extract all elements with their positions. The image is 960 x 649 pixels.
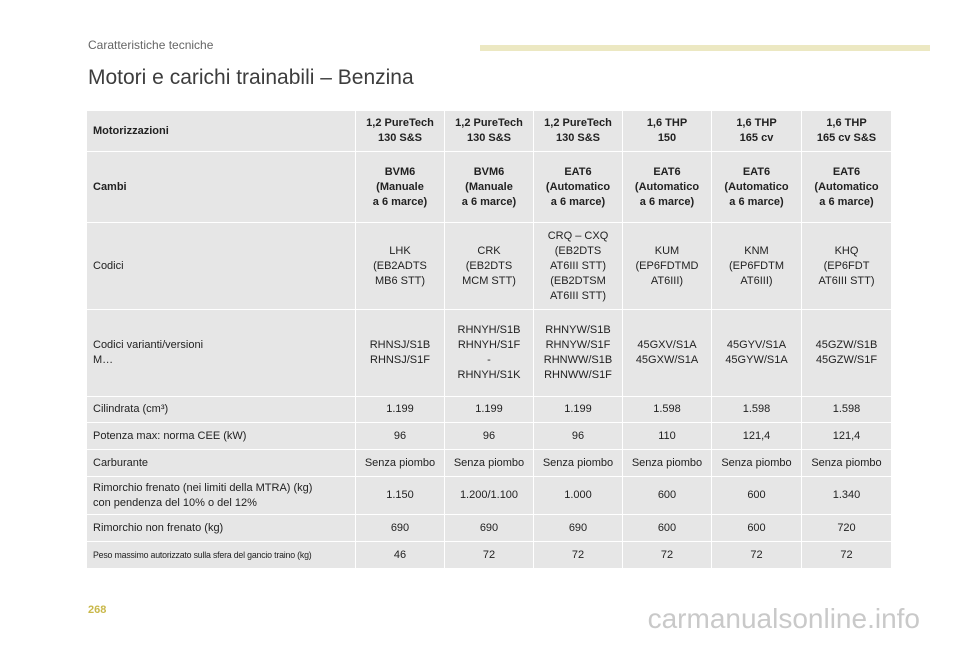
row-codici: Codici LHK (EB2ADTS MB6 STT) CRK (EB2DTS… xyxy=(86,222,892,310)
table-cell: 45GZW/S1B 45GZW/S1F xyxy=(801,309,892,397)
table-cell: RHNYW/S1B RHNYW/S1F RHNWW/S1B RHNWW/S1F xyxy=(533,309,623,397)
row-varianti: Codici varianti/versioni M… RHNSJ/S1B RH… xyxy=(86,309,892,397)
row-rimorchio-non-frenato: Rimorchio non frenato (kg) 690 690 690 6… xyxy=(86,514,892,542)
table-cell: 96 xyxy=(533,422,623,450)
row-peso-sfera: Peso massimo autorizzato sulla sfera del… xyxy=(86,541,892,569)
row-potenza: Potenza max: norma CEE (kW) 96 96 96 110… xyxy=(86,422,892,450)
page-title: Motori e carichi trainabili – Benzina xyxy=(88,66,414,89)
table-cell: 1,2 PureTech 130 S&S xyxy=(444,110,534,152)
table-cell: 600 xyxy=(622,514,712,542)
table-cell: 1,6 THP 150 xyxy=(622,110,712,152)
table-cell: RHNSJ/S1B RHNSJ/S1F xyxy=(355,309,445,397)
row-carburante: Carburante Senza piombo Senza piombo Sen… xyxy=(86,449,892,477)
table-cell: BVM6 (Manuale a 6 marce) xyxy=(444,151,534,223)
table-cell: 690 xyxy=(533,514,623,542)
table-cell: EAT6 (Automatico a 6 marce) xyxy=(711,151,802,223)
row-cambi: Cambi BVM6 (Manuale a 6 marce) BVM6 (Man… xyxy=(86,151,892,223)
table-cell: EAT6 (Automatico a 6 marce) xyxy=(533,151,623,223)
table-cell: KNM (EP6FDTM AT6III) xyxy=(711,222,802,310)
table-cell: 110 xyxy=(622,422,712,450)
table-cell: CRK (EB2DTS MCM STT) xyxy=(444,222,534,310)
table-cell: Senza piombo xyxy=(533,449,623,477)
table-cell: Senza piombo xyxy=(711,449,802,477)
table-cell: 45GYV/S1A 45GYW/S1A xyxy=(711,309,802,397)
table-cell: KHQ (EP6FDT AT6III STT) xyxy=(801,222,892,310)
row-motorizzazioni: Motorizzazioni 1,2 PureTech 130 S&S 1,2 … xyxy=(86,110,892,152)
table-cell: 720 xyxy=(801,514,892,542)
table-cell: 96 xyxy=(444,422,534,450)
row-rimorchio-frenato: Rimorchio frenato (nei limiti della MTRA… xyxy=(86,476,892,515)
table-cell: 1,6 THP 165 cv S&S xyxy=(801,110,892,152)
table-cell: 121,4 xyxy=(801,422,892,450)
table-cell: 72 xyxy=(622,541,712,569)
table-cell: RHNYH/S1B RHNYH/S1F - RHNYH/S1K xyxy=(444,309,534,397)
row-label: Cambi xyxy=(86,151,356,223)
table-cell: Senza piombo xyxy=(801,449,892,477)
row-label: Motorizzazioni xyxy=(86,110,356,152)
table-cell: 1,2 PureTech 130 S&S xyxy=(533,110,623,152)
table-cell: 1,2 PureTech 130 S&S xyxy=(355,110,445,152)
table-cell: 1.598 xyxy=(711,396,802,423)
row-label: Potenza max: norma CEE (kW) xyxy=(86,422,356,450)
table-cell: 45GXV/S1A 45GXW/S1A xyxy=(622,309,712,397)
table-cell: 72 xyxy=(711,541,802,569)
header-rule xyxy=(480,45,930,51)
row-label: Peso massimo autorizzato sulla sfera del… xyxy=(86,541,356,569)
table-cell: Senza piombo xyxy=(355,449,445,477)
page-number: 268 xyxy=(88,604,107,616)
table-cell: 72 xyxy=(533,541,623,569)
row-label: Rimorchio frenato (nei limiti della MTRA… xyxy=(86,476,356,515)
row-label: Codici xyxy=(86,222,356,310)
table-cell: CRQ – CXQ (EB2DTS AT6III STT) (EB2DTSM A… xyxy=(533,222,623,310)
table-cell: 600 xyxy=(711,476,802,515)
table-cell: 121,4 xyxy=(711,422,802,450)
table-cell: 72 xyxy=(801,541,892,569)
table-cell: 1.598 xyxy=(622,396,712,423)
row-cilindrata: Cilindrata (cm³) 1.199 1.199 1.199 1.598… xyxy=(86,396,892,423)
table-cell: 600 xyxy=(622,476,712,515)
row-label: Carburante xyxy=(86,449,356,477)
table-cell: 1.150 xyxy=(355,476,445,515)
table-cell: Senza piombo xyxy=(444,449,534,477)
table-cell: BVM6 (Manuale a 6 marce) xyxy=(355,151,445,223)
table-cell: 690 xyxy=(444,514,534,542)
table-cell: 1.340 xyxy=(801,476,892,515)
table-cell: 96 xyxy=(355,422,445,450)
row-label: Rimorchio non frenato (kg) xyxy=(86,514,356,542)
table-cell: 1,6 THP 165 cv xyxy=(711,110,802,152)
table-cell: 690 xyxy=(355,514,445,542)
table-cell: 1.200/1.100 xyxy=(444,476,534,515)
table-cell: 72 xyxy=(444,541,534,569)
table-cell: Senza piombo xyxy=(622,449,712,477)
table-cell: EAT6 (Automatico a 6 marce) xyxy=(801,151,892,223)
table-cell: 1.199 xyxy=(444,396,534,423)
table-cell: 1.598 xyxy=(801,396,892,423)
section-label: Caratteristiche tecniche xyxy=(88,38,214,52)
table-cell: 1.199 xyxy=(355,396,445,423)
row-label: Codici varianti/versioni M… xyxy=(86,309,356,397)
table-cell: KUM (EP6FDTMD AT6III) xyxy=(622,222,712,310)
engine-spec-table: Motorizzazioni 1,2 PureTech 130 S&S 1,2 … xyxy=(86,110,892,569)
watermark: carmanualsonline.info xyxy=(647,603,920,634)
row-label: Cilindrata (cm³) xyxy=(86,396,356,423)
table-cell: 1.199 xyxy=(533,396,623,423)
table-cell: 600 xyxy=(711,514,802,542)
table-cell: 46 xyxy=(355,541,445,569)
table-cell: EAT6 (Automatico a 6 marce) xyxy=(622,151,712,223)
table-cell: 1.000 xyxy=(533,476,623,515)
table-cell: LHK (EB2ADTS MB6 STT) xyxy=(355,222,445,310)
